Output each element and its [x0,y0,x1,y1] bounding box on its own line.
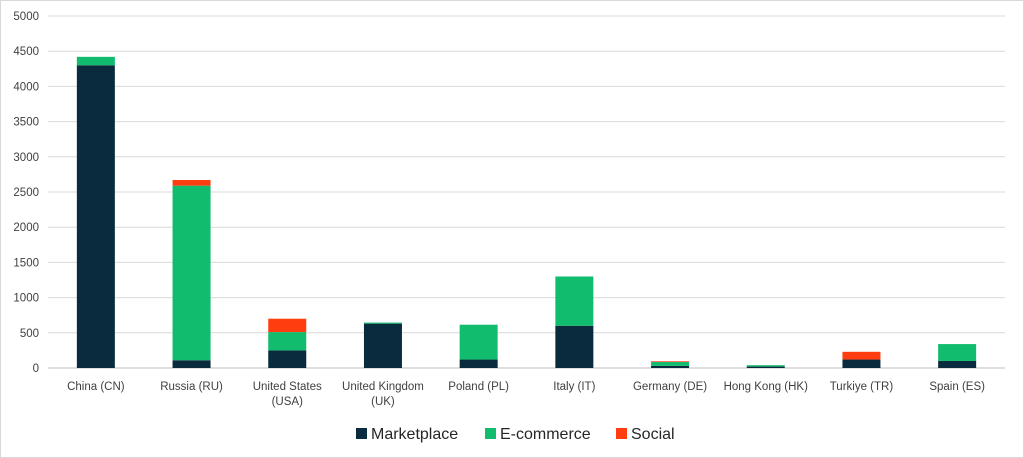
y-tick-label: 5000 [13,11,39,23]
y-tick-label: 4500 [13,46,39,58]
x-tick-label: Germany (DE) [633,381,707,393]
legend: Marketplace E-commerce Social [356,426,675,443]
bar-segment-e-commerce [555,276,594,326]
bar-segment-e-commerce [172,185,211,361]
bar-segment-social [172,180,211,186]
bar-segment-marketplace [363,323,402,368]
legend-label: E-commerce [500,426,591,443]
y-axis-ticks: 0 500 1000 1500 2000 2500 3000 3500 4000 4500 5000 [13,11,39,375]
x-tick-label: Poland (PL) [448,381,509,393]
x-axis-ticks: China (CN) Russia (RU) United States (USA) U… [67,381,985,408]
legend-swatch [356,428,367,439]
bar-segment-social [651,361,690,363]
bars [76,56,977,368]
y-tick-label: 4000 [13,81,39,93]
x-tick-label: Russia (RU) [160,381,223,393]
y-tick-label: 3000 [13,152,39,164]
bar-segment-marketplace [172,360,211,368]
bar-segment-e-commerce [76,56,115,66]
bar-segment-e-commerce [459,324,498,360]
x-tick-label: Spain (ES) [929,381,985,393]
y-tick-label: 2500 [13,187,39,199]
bar-segment-e-commerce [651,362,690,366]
bar-segment-e-commerce [363,322,402,324]
bar-segment-marketplace [268,350,307,368]
bar-segment-marketplace [842,359,881,368]
x-tick-label: China (CN) [67,381,125,393]
x-tick-label: Turkiye (TR) [830,381,894,393]
bar-segment-social [268,318,307,333]
bar-segment-marketplace [459,359,498,368]
bar-segment-e-commerce [268,332,307,351]
legend-swatch [485,428,496,439]
x-tick-label: United States [253,381,322,393]
bar-segment-marketplace [555,325,594,368]
x-tick-label: Italy (IT) [553,381,595,393]
x-tick-label: (USA) [272,396,303,408]
y-tick-label: 1500 [13,257,39,269]
bar-segment-e-commerce [938,344,977,361]
bar-segment-marketplace [76,65,115,368]
x-tick-label: United Kingdom [342,381,424,393]
legend-label: Social [631,426,675,443]
bar-segment-marketplace [746,366,785,368]
y-tick-label: 1000 [13,293,39,305]
y-tick-label: 500 [20,328,39,340]
legend-label: Marketplace [371,426,458,443]
x-tick-label: Hong Kong (HK) [724,381,809,393]
bar-segment-marketplace [651,365,690,368]
y-tick-label: 0 [33,363,39,375]
legend-swatch [616,428,627,439]
y-tick-label: 2000 [13,222,39,234]
x-tick-label: (UK) [371,396,395,408]
bar-segment-e-commerce [746,365,785,367]
bar-segment-marketplace [938,360,977,368]
bar-segment-social [842,351,881,360]
y-tick-label: 3500 [13,117,39,129]
